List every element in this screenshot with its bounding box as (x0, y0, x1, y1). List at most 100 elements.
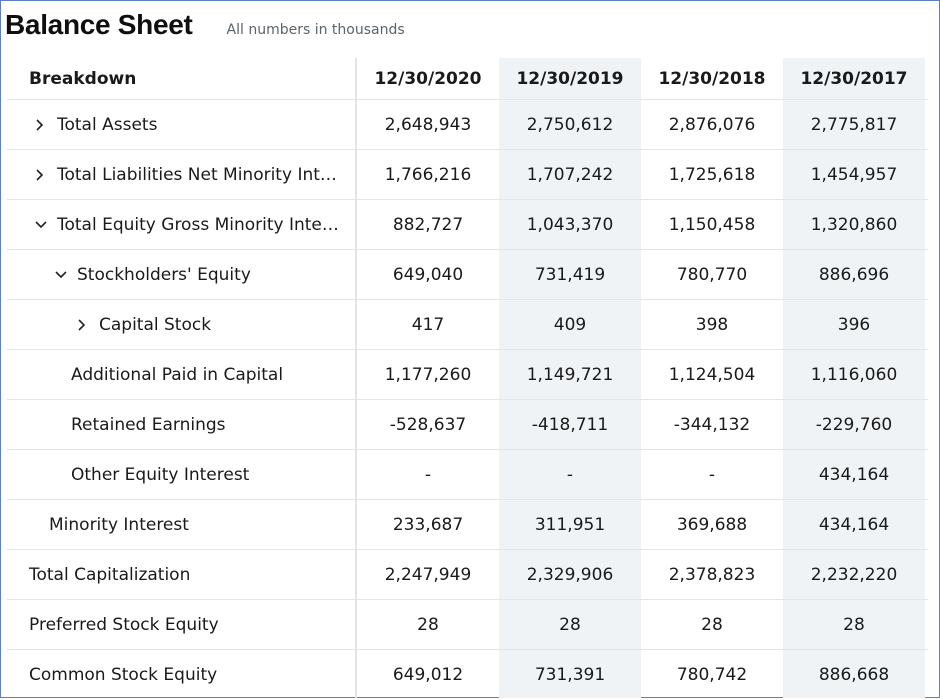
row-label-text: Stockholders' Equity (77, 264, 251, 285)
value-cell: 369,688 (676, 514, 748, 535)
value-cell: - (566, 464, 574, 485)
value-cell: 434,164 (818, 514, 890, 535)
value-cell: 2,232,220 (810, 564, 898, 585)
value-cell: 886,696 (818, 264, 890, 285)
row-label-text: Total Capitalization (29, 564, 191, 585)
value-cell: 28 (843, 614, 865, 635)
value-cell: 28 (559, 614, 581, 635)
row-label-text: Additional Paid in Capital (71, 364, 284, 385)
table-row: Total Liabilities Net Minority Int… 1,76… (7, 150, 928, 200)
row-label-text: Total Equity Gross Minority Inte… (57, 214, 339, 235)
value-cell: 1,124,504 (668, 364, 756, 385)
value-cell: 2,775,817 (810, 114, 898, 135)
table-row: Minority Interest 233,687 311,951 369,68… (7, 500, 928, 550)
value-cell: 731,419 (534, 264, 606, 285)
chevron-right-icon[interactable] (35, 118, 51, 131)
value-cell: 28 (417, 614, 439, 635)
column-header-2018[interactable]: 12/30/2018 (658, 68, 766, 89)
row-label-additional-paid-in-capital: Additional Paid in Capital (7, 350, 419, 399)
value-cell: 2,876,076 (668, 114, 756, 135)
row-label-total-assets[interactable]: Total Assets (7, 100, 383, 149)
chevron-right-icon[interactable] (35, 168, 51, 181)
table-row: Capital Stock 417 409 398 396 (7, 300, 928, 350)
value-cell: 780,742 (676, 665, 748, 685)
value-cell: 780,770 (676, 264, 748, 285)
value-cell: 882,727 (392, 214, 464, 235)
table-header-row: Breakdown 12/30/2020 12/30/2019 12/30/20… (7, 58, 928, 100)
column-header-2017[interactable]: 12/30/2017 (800, 68, 908, 89)
panel-header: Balance Sheet All numbers in thousands (5, 9, 405, 41)
value-cell: 1,150,458 (668, 214, 756, 235)
column-header-breakdown: Breakdown (29, 68, 137, 89)
value-cell: 434,164 (818, 464, 890, 485)
row-label-text: Total Assets (57, 114, 158, 135)
units-note: All numbers in thousands (226, 22, 405, 38)
row-label-text: Total Liabilities Net Minority Int… (57, 164, 337, 185)
chevron-right-icon[interactable] (77, 318, 93, 331)
value-cell: 731,391 (534, 665, 606, 685)
row-label-total-liabilities[interactable]: Total Liabilities Net Minority Int… (7, 150, 383, 199)
chevron-down-icon[interactable] (55, 270, 71, 280)
value-cell: 1,320,860 (810, 214, 898, 235)
value-cell: 398 (695, 314, 729, 335)
value-cell: 1,043,370 (526, 214, 614, 235)
table-row: Total Assets 2,648,943 2,750,612 2,876,0… (7, 100, 928, 150)
value-cell: 649,012 (392, 665, 464, 685)
table-row: Additional Paid in Capital 1,177,260 1,1… (7, 350, 928, 400)
table-row: Total Capitalization 2,247,949 2,329,906… (7, 550, 928, 600)
row-label-total-equity[interactable]: Total Equity Gross Minority Inte… (7, 200, 383, 249)
row-label-total-capitalization: Total Capitalization (7, 550, 377, 599)
shaded-column-2017 (783, 58, 925, 698)
balance-sheet-table: Breakdown 12/30/2020 12/30/2019 12/30/20… (7, 58, 928, 698)
row-label-other-equity-interest: Other Equity Interest (7, 450, 419, 499)
value-cell: 1,766,216 (384, 164, 472, 185)
row-label-text: Preferred Stock Equity (29, 614, 219, 635)
column-header-2020[interactable]: 12/30/2020 (374, 68, 482, 89)
value-cell: 1,177,260 (384, 364, 472, 385)
value-cell: 2,750,612 (526, 114, 614, 135)
value-cell: 2,648,943 (384, 114, 472, 135)
value-cell: -229,760 (815, 414, 893, 435)
value-cell: 311,951 (534, 514, 606, 535)
value-cell: 1,454,957 (810, 164, 898, 185)
value-cell: -344,132 (673, 414, 751, 435)
value-cell: 886,668 (818, 665, 890, 685)
page-title: Balance Sheet (5, 9, 193, 40)
value-cell: 233,687 (392, 514, 464, 535)
row-label-text: Common Stock Equity (29, 665, 218, 685)
value-cell: -528,637 (389, 414, 467, 435)
value-cell: 649,040 (392, 264, 464, 285)
table-row: Common Stock Equity 649,012 731,391 780,… (7, 650, 928, 700)
value-cell: 2,247,949 (384, 564, 472, 585)
row-label-text: Other Equity Interest (71, 464, 250, 485)
row-label-stockholders-equity[interactable]: Stockholders' Equity (7, 250, 403, 299)
value-cell: 1,725,618 (668, 164, 756, 185)
row-label-text: Capital Stock (99, 314, 212, 335)
value-cell: 2,329,906 (526, 564, 614, 585)
table-row: Total Equity Gross Minority Inte… 882,72… (7, 200, 928, 250)
value-cell: 1,149,721 (526, 364, 614, 385)
value-cell: - (708, 464, 716, 485)
value-cell: 396 (837, 314, 871, 335)
row-label-minority-interest: Minority Interest (7, 500, 397, 549)
column-header-2019[interactable]: 12/30/2019 (516, 68, 624, 89)
row-label-text: Retained Earnings (71, 414, 226, 435)
table-row: Retained Earnings -528,637 -418,711 -344… (7, 400, 928, 450)
value-cell: 417 (411, 314, 445, 335)
value-cell: 28 (701, 614, 723, 635)
value-cell: 409 (553, 314, 587, 335)
value-cell: -418,711 (531, 414, 609, 435)
row-label-capital-stock[interactable]: Capital Stock (7, 300, 425, 349)
chevron-down-icon[interactable] (35, 220, 51, 230)
value-cell: 1,116,060 (810, 364, 898, 385)
row-label-preferred-stock-equity: Preferred Stock Equity (7, 600, 377, 649)
value-cell: - (424, 464, 432, 485)
table-row: Other Equity Interest - - - 434,164 (7, 450, 928, 500)
table-row: Stockholders' Equity 649,040 731,419 780… (7, 250, 928, 300)
table-row: Preferred Stock Equity 28 28 28 28 (7, 600, 928, 650)
shaded-column-2019 (499, 58, 641, 698)
row-label-retained-earnings: Retained Earnings (7, 400, 419, 449)
label-column-divider (355, 58, 357, 698)
value-cell: 1,707,242 (526, 164, 614, 185)
